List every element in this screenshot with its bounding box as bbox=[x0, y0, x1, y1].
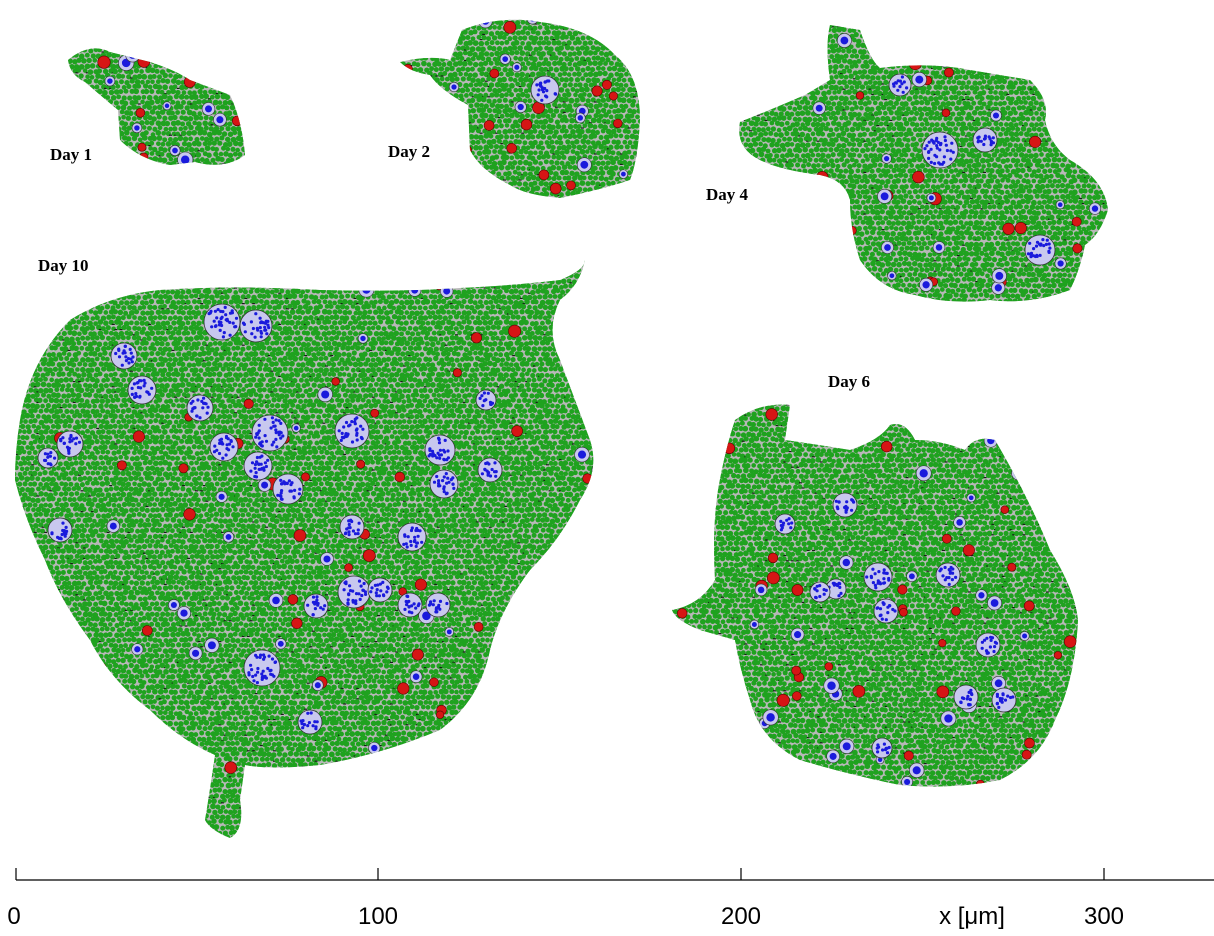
x-tick-label-200: 200 bbox=[721, 903, 761, 930]
day-10-label: Day 10 bbox=[38, 256, 89, 275]
day-6-label: Day 6 bbox=[828, 372, 870, 391]
x-axis-label: x [μm] bbox=[939, 903, 1005, 930]
day-1-label: Day 1 bbox=[50, 145, 92, 164]
colony-d6 bbox=[672, 404, 1078, 787]
x-tick-label-300: 300 bbox=[1084, 903, 1124, 930]
day-2-label: Day 2 bbox=[388, 142, 430, 161]
x-axis: 0 100 200 300 x [μm] bbox=[7, 868, 1214, 930]
colony-d2 bbox=[400, 19, 640, 198]
x-tick-label-100: 100 bbox=[358, 903, 398, 930]
colony-d4 bbox=[739, 25, 1108, 302]
x-tick-label-0: 0 bbox=[7, 903, 20, 930]
day-4-label: Day 4 bbox=[706, 185, 749, 204]
colony-d10 bbox=[15, 260, 594, 838]
day-labels: Day 1 Day 2 Day 4 Day 10 Day 6 bbox=[38, 142, 870, 391]
colony-layer bbox=[15, 19, 1108, 838]
